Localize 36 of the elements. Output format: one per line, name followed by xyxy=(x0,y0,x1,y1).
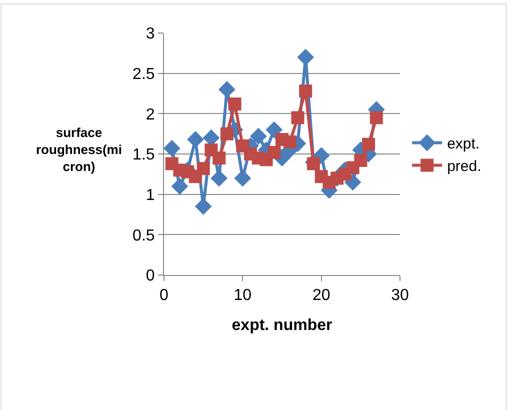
x-axis-title: expt. number xyxy=(232,316,332,334)
point xyxy=(291,111,304,124)
point xyxy=(212,152,226,165)
point xyxy=(354,154,368,167)
x-tick-label: 20 xyxy=(312,287,330,304)
point xyxy=(228,97,242,110)
x-tick-label: 0 xyxy=(160,287,169,304)
y-tick-label: 2 xyxy=(146,106,155,124)
y-tick-label: 0.5 xyxy=(132,227,155,244)
point xyxy=(306,157,320,170)
point xyxy=(297,48,314,66)
point xyxy=(250,128,267,145)
point xyxy=(163,140,180,157)
y-tick-label: 0 xyxy=(146,268,155,285)
y-tick-label: 1 xyxy=(146,186,155,204)
x-tick-label: 10 xyxy=(234,287,252,304)
point xyxy=(299,84,312,98)
y-tick-label: 1.5 xyxy=(132,146,155,164)
point xyxy=(218,81,236,98)
point xyxy=(266,121,283,138)
y-tick-label: 2.5 xyxy=(132,66,155,83)
point xyxy=(196,162,210,176)
legend-label: expt. xyxy=(447,136,480,153)
point xyxy=(268,146,281,159)
point xyxy=(210,170,228,187)
point xyxy=(234,170,252,187)
legend-label: pred. xyxy=(447,158,482,176)
point xyxy=(171,178,188,195)
y-tick-label: 3 xyxy=(146,26,155,43)
point xyxy=(362,138,376,151)
y-axis-title: surface roughness(mi cron) xyxy=(36,125,122,174)
point xyxy=(220,127,234,140)
point xyxy=(187,131,204,148)
point xyxy=(283,135,296,148)
point xyxy=(370,111,383,124)
x-tick-label: 30 xyxy=(391,287,409,304)
